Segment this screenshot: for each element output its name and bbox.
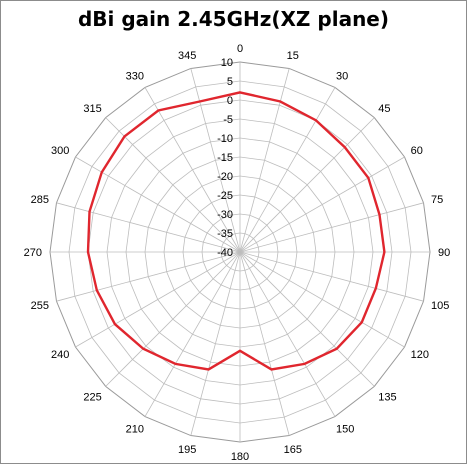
grid-spoke: [239, 117, 375, 253]
angle-label: 75: [431, 194, 443, 206]
grid-spoke: [105, 251, 241, 387]
angle-label: 315: [83, 103, 101, 115]
radial-tick-label: -35: [217, 228, 233, 240]
angle-label: 240: [51, 349, 69, 361]
angle-label: 30: [336, 70, 348, 82]
angle-label: 210: [126, 424, 144, 436]
grid-spoke: [239, 251, 336, 417]
series-line: [86, 91, 386, 371]
grid-spoke: [144, 87, 241, 253]
angle-label: 300: [51, 145, 69, 157]
angle-label: 60: [411, 145, 423, 157]
grid-spoke: [239, 156, 405, 253]
grid-spoke: [239, 251, 290, 436]
radial-tick-label: -15: [217, 152, 233, 164]
grid-spoke: [190, 68, 241, 253]
angle-label: 225: [83, 391, 101, 403]
grid-spoke: [190, 251, 241, 436]
grid-spoke: [239, 251, 405, 348]
grid-spoke: [56, 251, 241, 302]
grid-spoke: [75, 251, 241, 348]
angle-label: 285: [31, 194, 49, 206]
angle-label: 135: [378, 391, 396, 403]
angle-label: 45: [378, 103, 390, 115]
grid-spoke: [239, 68, 290, 253]
grid-spoke: [239, 202, 424, 253]
angle-label: 255: [31, 300, 49, 312]
grid-spoke: [239, 251, 424, 302]
angle-label: 180: [231, 451, 249, 463]
angle-label: 345: [178, 50, 196, 62]
angle-label: 165: [284, 444, 302, 456]
angle-labels: 0153045607590105120135150165180195210225…: [24, 43, 451, 463]
angle-label: 270: [24, 247, 42, 259]
radial-tick-label: 0: [227, 95, 233, 107]
angle-label: 330: [126, 70, 144, 82]
angle-label: 120: [411, 349, 429, 361]
grid-spoke: [144, 251, 241, 417]
angle-label: 150: [336, 424, 354, 436]
radial-tick-label: 10: [221, 57, 233, 69]
series-layer: [86, 91, 386, 371]
polar-grid: [49, 61, 431, 443]
grid-spoke: [239, 87, 336, 253]
grid-spoke: [56, 202, 241, 253]
radial-tick-label: -10: [217, 133, 233, 145]
radial-tick-label: 5: [227, 76, 233, 88]
radial-tick-label: -5: [223, 114, 233, 126]
radial-tick-label: -30: [217, 209, 233, 221]
grid-spoke: [75, 156, 241, 253]
grid-spoke: [105, 117, 241, 253]
angle-label: 0: [237, 43, 243, 55]
grid-spoke: [239, 251, 375, 387]
angle-label: 195: [178, 444, 196, 456]
radial-tick-label: -25: [217, 190, 233, 202]
angle-label: 15: [287, 50, 299, 62]
angle-label: 90: [438, 247, 450, 259]
radial-tick-label: -40: [217, 247, 233, 259]
angle-label: 105: [431, 300, 449, 312]
chart-title: dBi gain 2.45GHz(XZ plane): [77, 7, 390, 31]
radial-tick-label: -20: [217, 171, 233, 183]
radial-tick-labels: 10 5 0 -5 -10 -15 -20 -25 -30 -35 -40: [217, 57, 233, 259]
